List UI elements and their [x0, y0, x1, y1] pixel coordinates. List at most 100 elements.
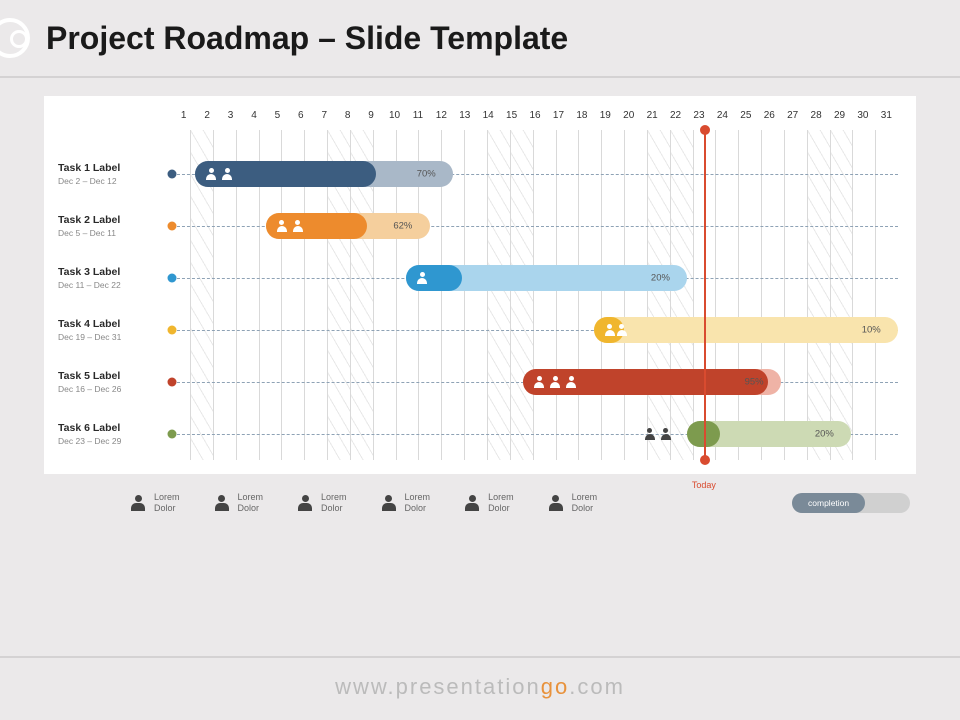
gantt-chart: 1234567891011121314151617181920212223242…: [44, 96, 916, 474]
person-icon: [416, 272, 428, 284]
person-icon: [205, 168, 217, 180]
task-percent: 62%: [393, 221, 412, 232]
task-name: Task 4 Label: [58, 318, 172, 330]
person-icon: [548, 495, 564, 511]
day-tick: 7: [313, 110, 336, 130]
legend: LoremDolor LoremDolor LoremDolor LoremDolor…: [130, 492, 960, 514]
task-bar-bg: [594, 317, 898, 343]
task-bar-fg: [523, 369, 768, 395]
task-row: Task 1 Label Dec 2 – Dec 12 70%: [44, 148, 898, 200]
day-tick: 18: [570, 110, 593, 130]
task-percent: 10%: [862, 325, 881, 336]
day-tick: 27: [781, 110, 804, 130]
row-dot: [168, 222, 177, 231]
day-axis: 1234567891011121314151617181920212223242…: [172, 110, 898, 130]
day-tick: 22: [664, 110, 687, 130]
day-tick: 28: [804, 110, 827, 130]
day-tick: 4: [242, 110, 265, 130]
legend-item: LoremDolor: [381, 492, 431, 514]
person-icon: [214, 495, 230, 511]
day-tick: 11: [406, 110, 429, 130]
person-icon: [381, 495, 397, 511]
day-tick: 21: [640, 110, 663, 130]
day-tick: 6: [289, 110, 312, 130]
task-name: Task 6 Label: [58, 422, 172, 434]
day-tick: 16: [523, 110, 546, 130]
today-dot-bottom: [700, 455, 710, 465]
task-name: Task 1 Label: [58, 162, 172, 174]
person-icon: [616, 324, 624, 336]
task-dates: Dec 5 – Dec 11: [58, 228, 172, 238]
day-tick: 15: [500, 110, 523, 130]
person-icon: [292, 220, 304, 232]
row-dot: [168, 326, 177, 335]
task-name: Task 5 Label: [58, 370, 172, 382]
legend-items: LoremDolor LoremDolor LoremDolor LoremDolor…: [130, 492, 597, 514]
task-bar-fg: [594, 317, 624, 343]
task-name: Task 2 Label: [58, 214, 172, 226]
day-tick: 9: [359, 110, 382, 130]
task-percent: 95%: [745, 377, 764, 388]
row-dot: [168, 430, 177, 439]
today-dot-top: [700, 125, 710, 135]
task-bar-fg: [195, 161, 375, 187]
day-tick: 26: [758, 110, 781, 130]
day-tick: 13: [453, 110, 476, 130]
person-icon: [221, 168, 233, 180]
divider: [0, 76, 960, 78]
person-icon: [604, 324, 612, 336]
person-icon: [297, 495, 313, 511]
ring-icon: [0, 18, 30, 58]
day-tick: 1: [172, 110, 195, 130]
day-tick: 12: [430, 110, 453, 130]
person-icon: [644, 428, 656, 440]
task-row: Task 5 LabelDec 16 – Dec 2695%: [44, 356, 898, 408]
row-dot: [168, 274, 177, 283]
task-name: Task 3 Label: [58, 266, 172, 278]
person-icon: [464, 495, 480, 511]
task-bar-fg: [266, 213, 368, 239]
day-tick: 30: [851, 110, 874, 130]
task-row: Task 2 Label Dec 5 – Dec 11 62%: [44, 200, 898, 252]
completion-key: completion: [792, 493, 910, 513]
row-dot: [168, 170, 177, 179]
day-tick: 19: [594, 110, 617, 130]
task-percent: 20%: [651, 273, 670, 284]
completion-fg: completion: [792, 493, 865, 513]
day-tick: 29: [828, 110, 851, 130]
person-icon: [565, 376, 577, 388]
person-icon: [276, 220, 288, 232]
legend-item: LoremDolor: [214, 492, 264, 514]
task-dates: Dec 2 – Dec 12: [58, 176, 172, 186]
person-icon: [549, 376, 561, 388]
day-tick: 20: [617, 110, 640, 130]
day-tick: 24: [711, 110, 734, 130]
legend-item: LoremDolor: [464, 492, 514, 514]
day-tick: 14: [476, 110, 499, 130]
task-percent: 70%: [417, 169, 436, 180]
footer-url: www.presentationgo.com: [0, 674, 960, 700]
day-tick: 2: [195, 110, 218, 130]
task-percent: 20%: [815, 429, 834, 440]
task-row: Task 3 Label Dec 11 – Dec 22 20%: [44, 252, 898, 304]
day-tick: 31: [875, 110, 898, 130]
day-tick: 25: [734, 110, 757, 130]
day-tick: 17: [547, 110, 570, 130]
legend-item: LoremDolor: [548, 492, 598, 514]
task-dates: Dec 23 – Dec 29: [58, 436, 172, 446]
task-bar-fg: [406, 265, 462, 291]
header: Project Roadmap – Slide Template: [0, 0, 960, 76]
day-tick: 10: [383, 110, 406, 130]
day-tick: 5: [266, 110, 289, 130]
day-tick: 8: [336, 110, 359, 130]
task-dates: Dec 19 – Dec 31: [58, 332, 172, 342]
task-row: Task 4 Label Dec 19 – Dec 31 10%: [44, 304, 898, 356]
today-marker: [704, 130, 706, 460]
row-dot: [168, 378, 177, 387]
today-label: Today: [692, 480, 716, 490]
day-tick: 3: [219, 110, 242, 130]
person-icon: [533, 376, 545, 388]
task-dates: Dec 11 – Dec 22: [58, 280, 172, 290]
footer-divider: [0, 656, 960, 658]
legend-item: LoremDolor: [297, 492, 347, 514]
